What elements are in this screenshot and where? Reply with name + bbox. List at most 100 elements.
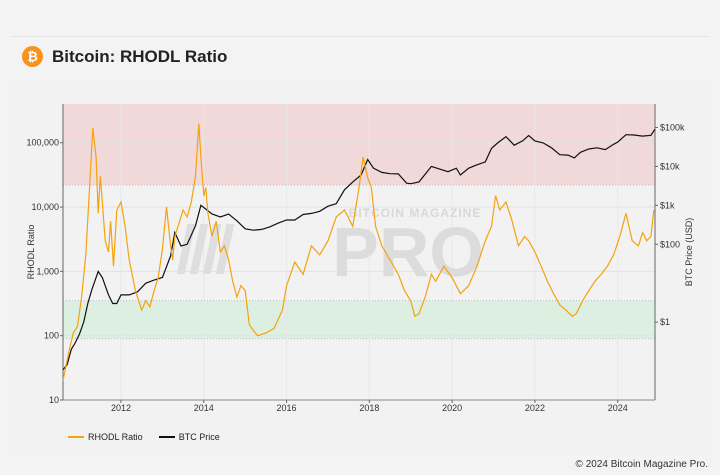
rhodl-ratio-point[interactable] (370, 186, 373, 189)
rhodl-ratio-point[interactable] (252, 329, 255, 332)
rhodl-ratio-point[interactable] (575, 312, 578, 315)
rhodl-ratio-point[interactable] (235, 295, 238, 298)
btc-price-point[interactable] (409, 182, 412, 185)
btc-price-point[interactable] (343, 188, 346, 191)
rhodl-ratio-point[interactable] (206, 212, 209, 215)
rhodl-ratio-point[interactable] (112, 265, 115, 268)
btc-price-point[interactable] (90, 288, 93, 291)
rhodl-ratio-point[interactable] (380, 244, 383, 247)
rhodl-ratio-point[interactable] (76, 325, 79, 328)
rhodl-ratio-point[interactable] (641, 231, 644, 234)
btc-price-point[interactable] (260, 228, 263, 231)
btc-price-point[interactable] (446, 170, 449, 173)
btc-price-point[interactable] (70, 348, 73, 351)
btc-price-point[interactable] (210, 212, 213, 215)
rhodl-ratio-point[interactable] (281, 308, 284, 311)
btc-price-point[interactable] (235, 219, 238, 222)
btc-price-point[interactable] (579, 151, 582, 154)
rhodl-ratio-point[interactable] (194, 175, 197, 178)
btc-price-point[interactable] (204, 207, 207, 210)
rhodl-ratio-point[interactable] (527, 239, 530, 242)
rhodl-ratio-point[interactable] (403, 289, 406, 292)
rhodl-ratio-point[interactable] (645, 239, 648, 242)
rhodl-ratio-point[interactable] (504, 200, 507, 203)
btc-price-point[interactable] (161, 276, 164, 279)
btc-price-point[interactable] (417, 180, 420, 183)
btc-price-point[interactable] (438, 168, 441, 171)
rhodl-ratio-point[interactable] (107, 250, 110, 253)
rhodl-ratio-point[interactable] (219, 250, 222, 253)
rhodl-ratio-point[interactable] (99, 175, 102, 178)
btc-price-point[interactable] (318, 210, 321, 213)
btc-price-point[interactable] (504, 135, 507, 138)
rhodl-ratio-point[interactable] (256, 334, 259, 337)
btc-price-point[interactable] (152, 279, 155, 282)
btc-price-point[interactable] (550, 146, 553, 149)
rhodl-ratio-point[interactable] (80, 295, 83, 298)
rhodl-ratio-point[interactable] (388, 258, 391, 261)
rhodl-ratio-point[interactable] (115, 208, 118, 211)
rhodl-ratio-point[interactable] (165, 205, 168, 208)
rhodl-ratio-point[interactable] (618, 235, 621, 238)
rhodl-ratio-point[interactable] (197, 122, 200, 125)
rhodl-ratio-point[interactable] (293, 260, 296, 263)
rhodl-ratio-point[interactable] (190, 200, 193, 203)
rhodl-ratio-point[interactable] (123, 225, 126, 228)
btc-price-point[interactable] (66, 363, 69, 366)
btc-price-point[interactable] (219, 215, 222, 218)
rhodl-ratio-point[interactable] (564, 308, 567, 311)
btc-price-point[interactable] (302, 213, 305, 216)
btc-price-point[interactable] (359, 173, 362, 176)
rhodl-ratio-point[interactable] (140, 308, 143, 311)
rhodl-ratio-point[interactable] (161, 248, 164, 251)
rhodl-ratio-point[interactable] (442, 265, 445, 268)
btc-price-point[interactable] (496, 141, 499, 144)
rhodl-ratio-point[interactable] (606, 265, 609, 268)
btc-price-point[interactable] (101, 276, 104, 279)
rhodl-ratio-point[interactable] (494, 194, 497, 197)
rhodl-ratio-point[interactable] (157, 276, 160, 279)
rhodl-ratio-point[interactable] (558, 303, 561, 306)
rhodl-ratio-point[interactable] (459, 292, 462, 295)
rhodl-ratio-point[interactable] (119, 200, 122, 203)
btc-price-point[interactable] (227, 212, 230, 215)
btc-price-point[interactable] (144, 282, 147, 285)
rhodl-ratio-point[interactable] (91, 126, 94, 129)
btc-price-point[interactable] (194, 224, 197, 227)
rhodl-ratio-point[interactable] (490, 225, 493, 228)
btc-price-point[interactable] (97, 270, 100, 273)
btc-price-point[interactable] (616, 141, 619, 144)
rhodl-ratio-point[interactable] (95, 155, 98, 158)
btc-price-point[interactable] (604, 148, 607, 151)
btc-price-point[interactable] (61, 368, 64, 371)
rhodl-ratio-point[interactable] (517, 244, 520, 247)
btc-price-point[interactable] (136, 290, 139, 293)
btc-price-point[interactable] (268, 225, 271, 228)
rhodl-ratio-point[interactable] (362, 155, 365, 158)
btc-price-point[interactable] (484, 160, 487, 163)
rhodl-ratio-point[interactable] (148, 305, 151, 308)
rhodl-ratio-point[interactable] (593, 280, 596, 283)
rhodl-ratio-point[interactable] (649, 235, 652, 238)
rhodl-ratio-point[interactable] (104, 239, 107, 242)
btc-price-point[interactable] (366, 158, 369, 161)
rhodl-ratio-point[interactable] (424, 295, 427, 298)
rhodl-ratio-point[interactable] (61, 379, 64, 382)
rhodl-ratio-point[interactable] (624, 212, 627, 215)
rhodl-ratio-point[interactable] (210, 235, 213, 238)
rhodl-ratio-point[interactable] (264, 331, 267, 334)
rhodl-ratio-point[interactable] (128, 258, 131, 261)
btc-price-point[interactable] (335, 202, 338, 205)
rhodl-ratio-point[interactable] (552, 292, 555, 295)
rhodl-ratio-point[interactable] (335, 215, 338, 218)
rhodl-ratio-point[interactable] (511, 220, 514, 223)
btc-price-point[interactable] (277, 221, 280, 224)
rhodl-ratio-point[interactable] (413, 315, 416, 318)
btc-price-point[interactable] (405, 182, 408, 185)
rhodl-ratio-point[interactable] (273, 327, 276, 330)
legend-item-price[interactable]: BTC Price (158, 432, 220, 442)
btc-price-point[interactable] (119, 293, 122, 296)
rhodl-ratio-point[interactable] (587, 289, 590, 292)
rhodl-ratio-point[interactable] (171, 258, 174, 261)
